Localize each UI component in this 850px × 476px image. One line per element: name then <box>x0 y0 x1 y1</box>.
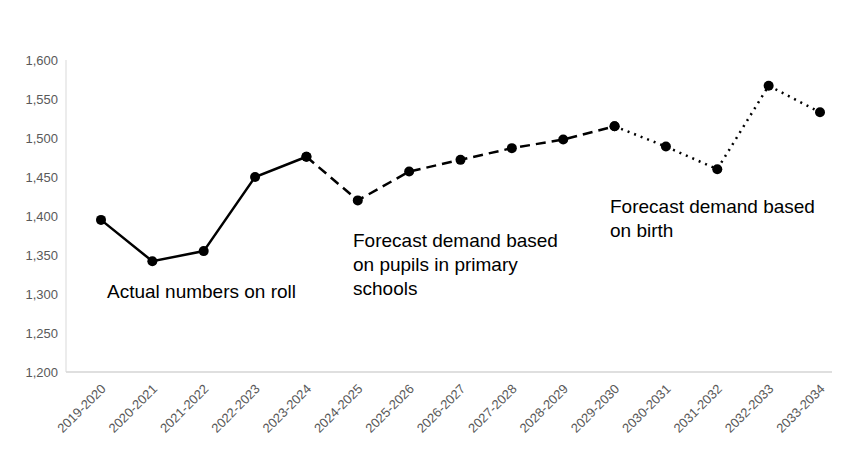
svg-text:1,250: 1,250 <box>25 326 58 341</box>
svg-text:2022-2023: 2022-2023 <box>208 381 263 436</box>
html-text:Forecast demand based on birth: Forecast demand based on birth <box>610 196 815 241</box>
svg-text:2026-2027: 2026-2027 <box>414 381 469 436</box>
html-text:Forecast demand based on pupil: Forecast demand based on pupils in prima… <box>353 230 558 299</box>
svg-text:2021-2022: 2021-2022 <box>157 381 212 436</box>
svg-text:1,200: 1,200 <box>25 365 58 380</box>
svg-text:1,300: 1,300 <box>25 287 58 302</box>
svg-text:2032-2033: 2032-2033 <box>722 381 777 436</box>
svg-text:2019-2020: 2019-2020 <box>54 381 109 436</box>
svg-text:2024-2025: 2024-2025 <box>311 381 366 436</box>
svg-text:1,450: 1,450 <box>25 170 58 185</box>
svg-text:1,350: 1,350 <box>25 248 58 263</box>
svg-text:1,400: 1,400 <box>25 209 58 224</box>
svg-text:2020-2021: 2020-2021 <box>106 381 161 436</box>
svg-text:1,500: 1,500 <box>25 131 58 146</box>
svg-text:2023-2024: 2023-2024 <box>260 381 315 436</box>
svg-text:2028-2029: 2028-2029 <box>516 381 571 436</box>
svg-text:2029-2030: 2029-2030 <box>568 381 623 436</box>
html-text:Actual numbers on roll: Actual numbers on roll <box>107 281 296 302</box>
svg-text:1,550: 1,550 <box>25 92 58 107</box>
svg-text:2025-2026: 2025-2026 <box>362 381 417 436</box>
svg-text:2030-2031: 2030-2031 <box>619 381 674 436</box>
svg-text:2033-2034: 2033-2034 <box>773 381 828 436</box>
svg-text:2027-2028: 2027-2028 <box>465 381 520 436</box>
svg-text:1,600: 1,600 <box>25 53 58 68</box>
svg-text:2031-2032: 2031-2032 <box>670 381 725 436</box>
